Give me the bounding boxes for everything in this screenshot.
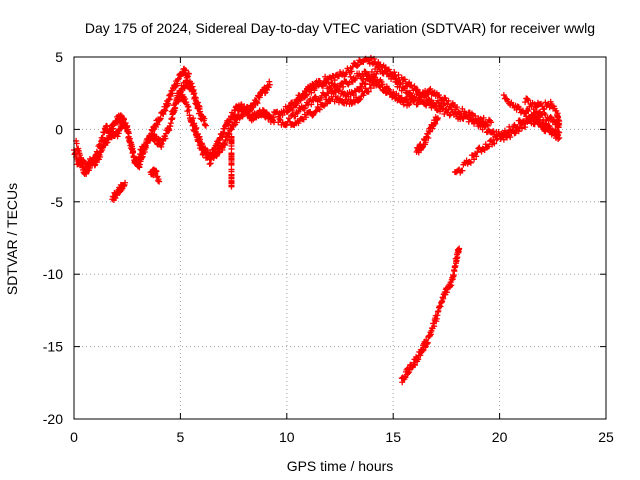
series-markers — [522, 95, 563, 127]
x-tick-label: 0 — [70, 429, 78, 445]
series-trace-b — [73, 77, 203, 177]
y-tick-label: -15 — [43, 339, 63, 355]
series-trace-k — [288, 78, 414, 129]
x-tick-label: 25 — [598, 429, 614, 445]
data-points — [71, 54, 563, 386]
series-trace-i — [275, 68, 495, 129]
series-markers — [228, 133, 235, 190]
x-tick-label: 15 — [385, 429, 401, 445]
series-markers — [413, 114, 441, 156]
series-markers — [168, 78, 273, 168]
y-axis-label: SDTVAR / TECUs — [4, 183, 20, 295]
series-trace-l — [413, 114, 441, 156]
x-tick-label: 20 — [492, 429, 508, 445]
x-axis-label: GPS time / hours — [287, 458, 394, 474]
y-tick-label: -20 — [43, 411, 63, 427]
series-markers — [283, 63, 486, 127]
series-trace-e — [168, 78, 273, 168]
series-trace-j — [283, 63, 486, 127]
chart-title: Day 175 of 2024, Sidereal Day-to-day VTE… — [85, 20, 595, 36]
x-tick-label: 5 — [177, 429, 185, 445]
series-markers — [271, 54, 448, 120]
series-trace-d — [147, 166, 163, 185]
series-trace-f — [190, 101, 278, 162]
series-trace-r — [398, 245, 463, 386]
plot-frame — [73, 56, 607, 420]
y-tick-label: 0 — [55, 121, 63, 137]
x-tick-label: 10 — [279, 429, 295, 445]
series-markers — [147, 166, 163, 185]
series-markers — [109, 179, 129, 204]
grid-lines — [74, 57, 606, 419]
series-markers — [398, 245, 463, 386]
series-markers — [73, 77, 203, 177]
series-trace-h — [271, 54, 448, 120]
series-markers — [275, 68, 495, 129]
series-trace-g — [228, 133, 235, 190]
series-markers — [190, 101, 278, 162]
series-trace-p — [526, 114, 563, 140]
series-markers — [526, 114, 563, 140]
x-tick-labels: 0 5 10 15 20 25 — [70, 57, 614, 445]
series-trace-q — [522, 95, 563, 127]
y-tick-label: 5 — [55, 49, 63, 65]
series-markers — [288, 78, 414, 129]
series-trace-c — [109, 179, 129, 204]
y-tick-label: -5 — [51, 194, 64, 210]
y-tick-labels: 5 0 -5 -10 -15 -20 — [43, 49, 606, 427]
y-tick-label: -10 — [43, 266, 63, 282]
